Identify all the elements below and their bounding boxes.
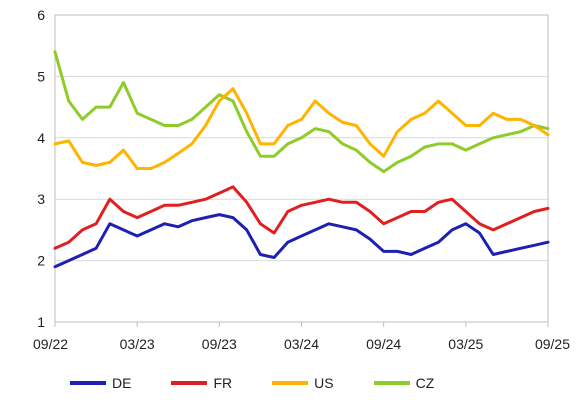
series-line-us: [53, 87, 550, 170]
legend-label: FR: [213, 375, 233, 391]
series-line-fr: [53, 185, 550, 250]
legend-item-us: US: [272, 375, 334, 391]
legend: DE FR US CZ: [70, 368, 474, 398]
series-lines: [53, 50, 550, 269]
legend-label: DE: [112, 375, 132, 391]
y-axis: 1 2 3 4 5 6: [37, 7, 45, 330]
y-tick-label: 5: [37, 68, 45, 84]
legend-item-fr: FR: [171, 375, 232, 391]
x-tick-label: 09/24: [366, 336, 401, 352]
plot-frame: [54, 14, 549, 323]
y-tick-label: 4: [37, 130, 45, 146]
legend-swatch: [171, 381, 208, 385]
x-tick-label: 03/25: [448, 336, 483, 352]
x-tick-label: 09/25: [535, 336, 570, 352]
grid-lines: [55, 14, 548, 323]
legend-item-de: DE: [70, 375, 131, 391]
legend-swatch: [373, 381, 410, 385]
legend-swatch: [70, 381, 106, 385]
y-tick-label: 1: [37, 314, 45, 330]
legend-swatch: [272, 381, 309, 385]
y-tick-label: 2: [37, 253, 45, 269]
legend-label: US: [314, 375, 334, 391]
series-line-de: [53, 213, 550, 269]
y-tick-label: 3: [37, 191, 45, 207]
x-tick-label: 09/22: [33, 336, 68, 352]
legend-item-cz: CZ: [373, 375, 435, 391]
series-line-cz: [53, 50, 550, 174]
x-tick-label: 09/23: [202, 336, 237, 352]
x-tick-label: 03/24: [284, 336, 319, 352]
x-axis: 09/22 03/23 09/23 03/24 09/24 03/25 09/25: [33, 322, 570, 352]
x-tick-label: 03/23: [120, 336, 155, 352]
y-tick-label: 6: [37, 7, 45, 23]
legend-label: CZ: [415, 375, 435, 391]
